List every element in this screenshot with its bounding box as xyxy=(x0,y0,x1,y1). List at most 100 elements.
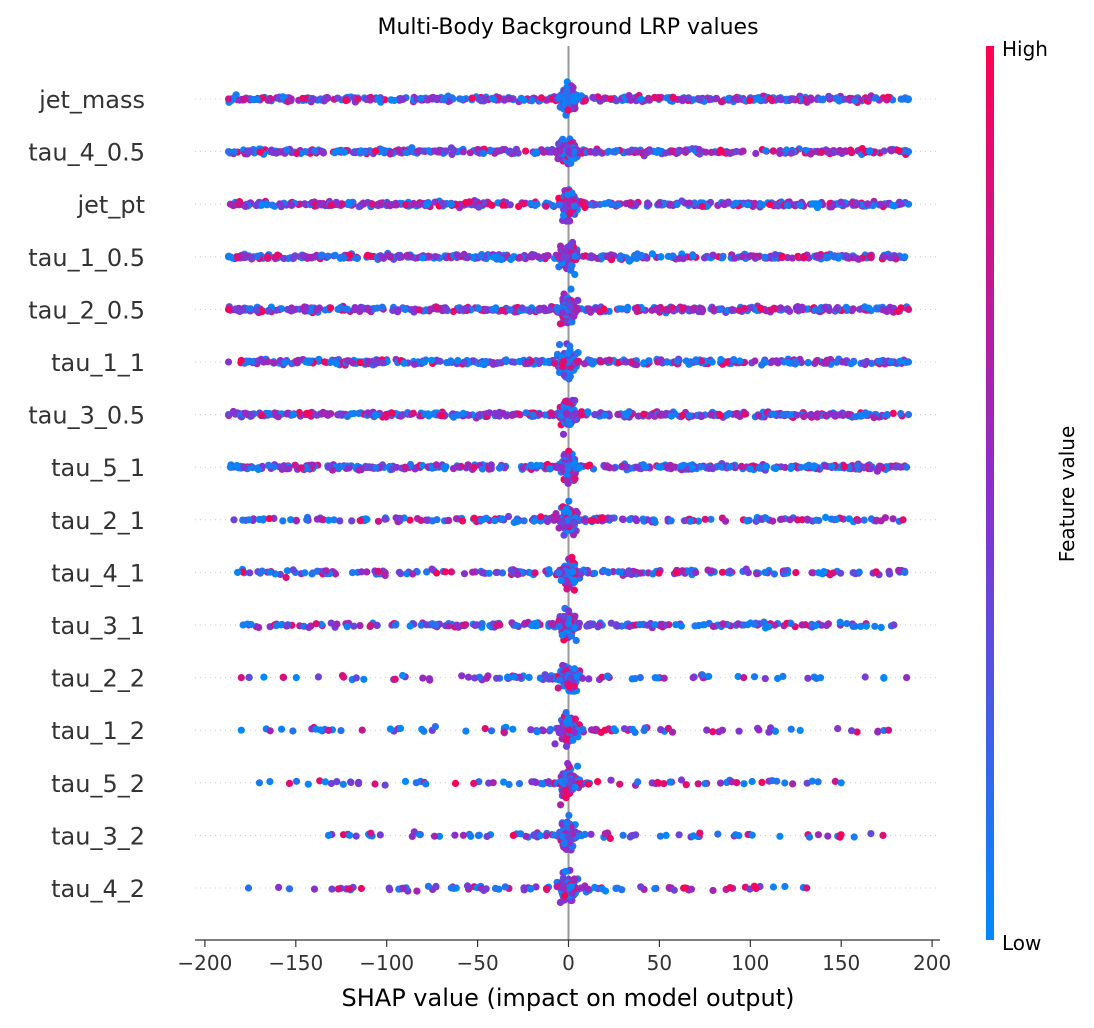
shap-point xyxy=(654,463,663,471)
shap-point xyxy=(340,148,348,156)
shap-point xyxy=(502,356,510,364)
shap-point xyxy=(233,461,241,470)
shap-point xyxy=(447,144,455,152)
shap-point xyxy=(226,463,234,471)
shap-point xyxy=(523,359,531,367)
shap-point xyxy=(339,253,347,261)
shap-point xyxy=(741,410,749,418)
shap-point xyxy=(573,357,581,365)
shap-point xyxy=(264,358,272,366)
shap-point xyxy=(717,146,725,154)
shap-point xyxy=(493,568,501,576)
shap-point xyxy=(821,462,829,470)
shap-point xyxy=(535,358,544,366)
shap-point xyxy=(636,569,644,577)
shap-point xyxy=(554,155,562,163)
shap-point xyxy=(254,465,262,473)
shap-point xyxy=(691,199,699,207)
shap-point xyxy=(383,200,392,208)
shap-point xyxy=(563,87,571,95)
shap-point xyxy=(555,194,563,202)
shap-point xyxy=(531,201,539,209)
shap-point xyxy=(564,191,572,199)
shap-point xyxy=(591,147,599,156)
shap-point xyxy=(499,409,507,417)
shap-point xyxy=(364,357,372,365)
shap-point xyxy=(244,358,252,366)
shap-point xyxy=(866,252,874,260)
shap-point xyxy=(254,357,262,365)
shap-point xyxy=(407,253,415,261)
shap-point xyxy=(667,517,675,525)
shap-point xyxy=(699,621,707,629)
shap-point xyxy=(331,149,339,157)
shap-point xyxy=(342,97,350,105)
shap-point xyxy=(835,411,844,419)
shap-point xyxy=(570,148,578,156)
shap-point xyxy=(601,411,609,419)
shap-point xyxy=(679,411,687,419)
shap-point xyxy=(614,201,622,209)
shap-point xyxy=(234,199,242,208)
shap-point xyxy=(678,567,687,575)
shap-point xyxy=(861,409,870,417)
shap-point xyxy=(287,307,295,315)
shap-point xyxy=(561,397,570,405)
shap-point xyxy=(886,303,894,311)
shap-point xyxy=(888,201,897,209)
shap-point xyxy=(705,464,713,472)
shap-point xyxy=(566,241,575,249)
shap-point xyxy=(753,570,761,578)
shap-point xyxy=(730,95,738,103)
shap-point xyxy=(804,358,812,367)
shap-point xyxy=(820,568,828,576)
shap-point xyxy=(869,202,877,210)
shap-point xyxy=(833,358,841,366)
shap-point xyxy=(253,95,261,104)
shap-point xyxy=(571,475,579,483)
shap-point xyxy=(762,147,770,155)
shap-point xyxy=(489,305,497,313)
shap-point xyxy=(685,412,693,420)
shap-point xyxy=(739,147,747,155)
shap-point xyxy=(536,410,544,419)
shap-point xyxy=(344,464,353,472)
shap-point xyxy=(596,308,604,316)
shap-point xyxy=(897,410,905,418)
shap-point xyxy=(299,252,307,260)
shap-point xyxy=(445,516,453,525)
shap-point xyxy=(287,95,295,103)
shap-point xyxy=(466,149,474,157)
shap-point xyxy=(368,200,376,208)
feature-row-tau_4_0.5 xyxy=(195,135,940,168)
shap-point xyxy=(813,410,822,418)
shap-point xyxy=(356,307,364,315)
shap-point xyxy=(769,147,777,155)
shap-point xyxy=(897,200,905,208)
shap-point xyxy=(642,463,650,471)
shap-point xyxy=(555,94,563,102)
shap-point xyxy=(895,147,903,155)
shap-point xyxy=(442,305,451,313)
shap-point xyxy=(732,147,741,156)
shap-point xyxy=(386,149,395,157)
shap-point xyxy=(837,198,845,206)
shap-point xyxy=(326,462,334,470)
shap-point xyxy=(653,304,661,312)
shap-point xyxy=(632,515,640,523)
feature-rows xyxy=(195,46,940,940)
shap-point xyxy=(592,201,600,209)
shap-point xyxy=(615,305,623,313)
shap-point xyxy=(848,149,856,157)
shap-point xyxy=(543,517,552,526)
shap-point xyxy=(823,254,831,262)
shap-point xyxy=(240,464,248,472)
shap-point xyxy=(564,147,573,155)
shap-point xyxy=(605,569,613,577)
shap-point xyxy=(500,96,508,104)
shap-point xyxy=(788,148,796,156)
shap-point xyxy=(428,356,436,364)
shap-point xyxy=(757,304,765,313)
shap-point xyxy=(784,358,792,367)
shap-point xyxy=(637,252,645,260)
